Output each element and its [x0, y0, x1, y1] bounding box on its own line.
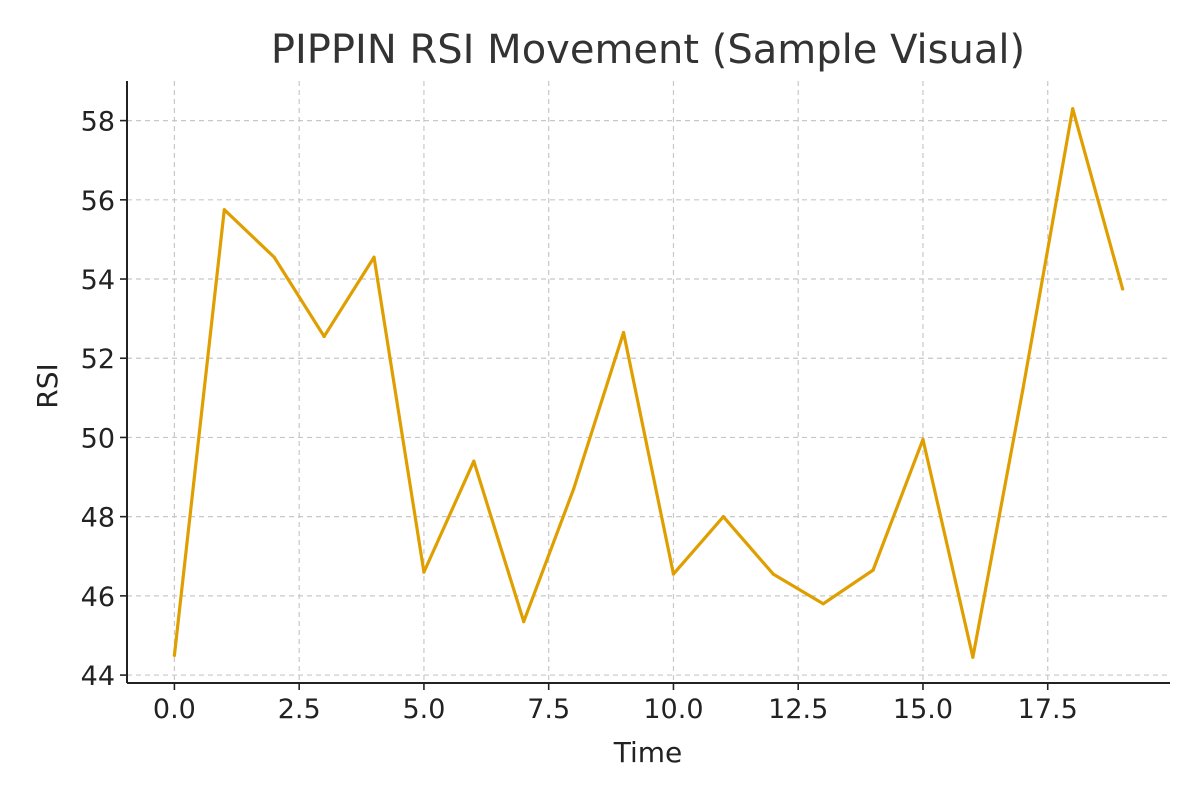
chart-title: PIPPIN RSI Movement (Sample Visual) — [271, 27, 1025, 73]
data-point — [1120, 287, 1125, 291]
y-tick-label: 54 — [81, 265, 115, 296]
data-point — [522, 620, 526, 624]
x-tick-label: 0.0 — [153, 694, 196, 725]
x-tick-label: 17.5 — [1018, 694, 1078, 725]
data-point — [1021, 388, 1025, 392]
x-tick-label: 5.0 — [402, 694, 445, 725]
y-tick-label: 50 — [81, 423, 115, 454]
y-tick-label: 48 — [81, 503, 115, 534]
x-tick-label: 15.0 — [893, 694, 953, 725]
x-axis-label: Time — [613, 736, 683, 769]
data-point — [322, 334, 326, 339]
data-point — [671, 572, 676, 576]
data-point — [422, 570, 426, 574]
y-tick-label: 44 — [81, 661, 115, 692]
x-tick-label: 10.0 — [643, 694, 703, 725]
data-point — [372, 255, 376, 259]
data-point — [921, 437, 925, 442]
y-axis-label: RSI — [31, 363, 64, 409]
grid — [127, 81, 1170, 683]
y-tick-label: 58 — [81, 107, 115, 138]
y-tick-label: 56 — [81, 186, 115, 217]
data-point — [621, 330, 626, 335]
data-point — [871, 568, 875, 572]
y-tick-label: 46 — [81, 582, 115, 613]
series-layer — [172, 107, 1125, 659]
data-point — [771, 572, 775, 576]
data-point — [572, 487, 576, 491]
data-point — [222, 208, 226, 212]
data-point — [272, 255, 276, 259]
ticks: 0.0 2.5 5.0 7.5 10.0 12.5 15.0 17.5 44 46 48 50 52 54… — [81, 107, 1078, 725]
x-tick-label: 2.5 — [278, 694, 321, 725]
x-tick-label: 7.5 — [527, 694, 570, 725]
data-point — [172, 653, 177, 657]
data-point — [472, 459, 476, 463]
x-tick-label: 12.5 — [768, 694, 828, 725]
axes — [126, 81, 1170, 684]
y-tick-label: 52 — [81, 344, 115, 375]
data-point — [1071, 107, 1075, 111]
data-point — [821, 602, 825, 606]
data-point — [971, 655, 975, 659]
series-line — [172, 107, 1125, 659]
data-point — [721, 515, 725, 519]
